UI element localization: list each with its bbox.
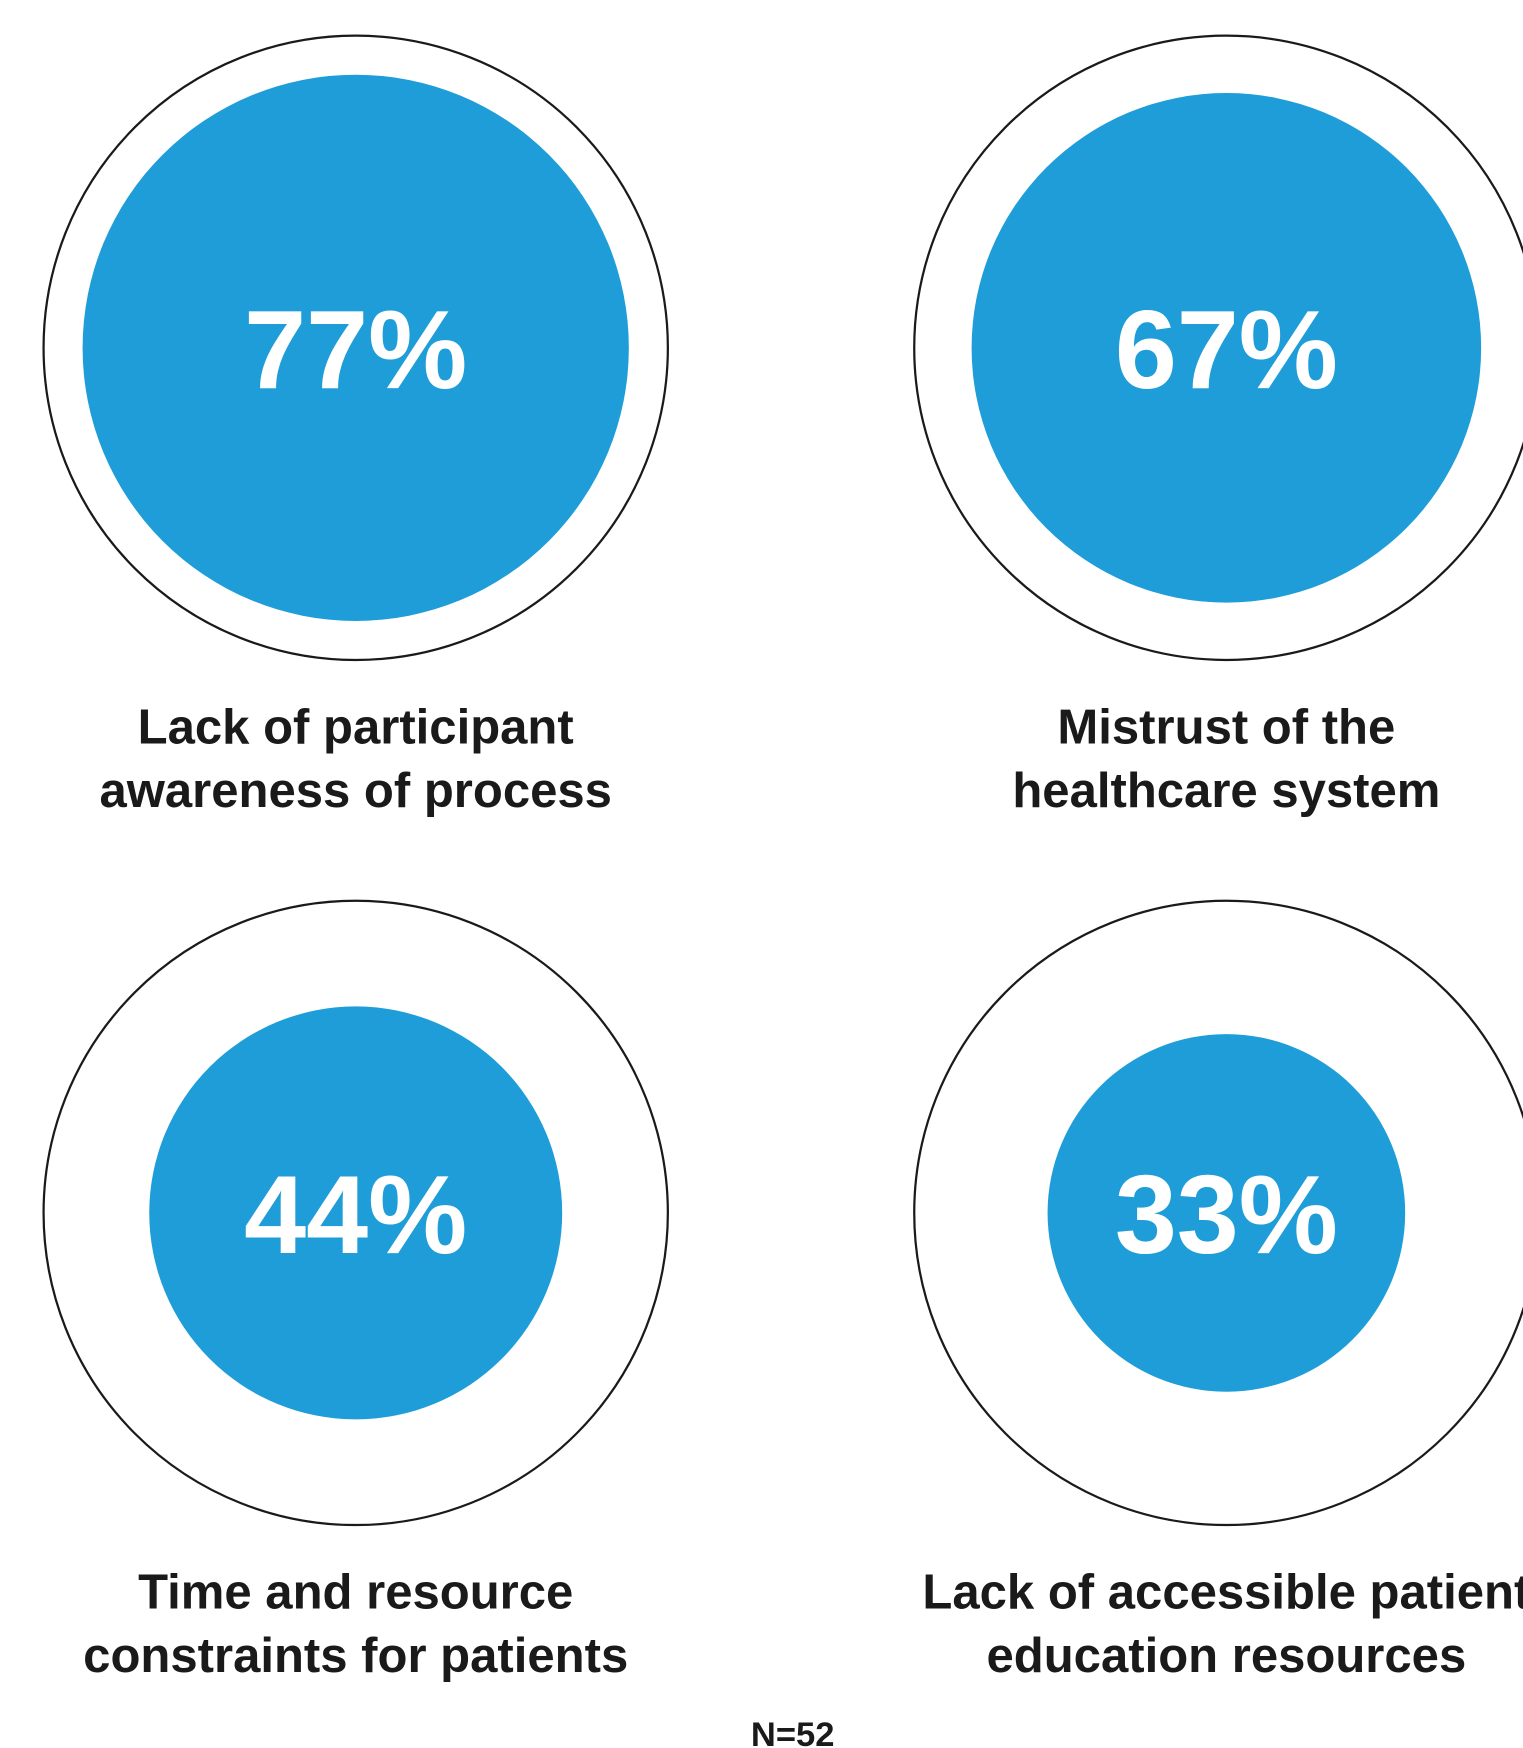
category-label: Time and resource (138, 1566, 573, 1620)
category-label: awareness of process (99, 764, 612, 818)
outer-ring (913, 899, 1523, 1527)
category-label: Mistrust of the (1057, 701, 1395, 755)
outer-ring (913, 34, 1523, 661)
value-label: 33% (1115, 1152, 1338, 1277)
category-label: healthcare system (1012, 764, 1440, 818)
outer-ring (42, 899, 669, 1527)
category-label: education resources (986, 1629, 1466, 1683)
category-label: Lack of participant (138, 701, 574, 755)
value-label: 67% (1115, 287, 1338, 412)
outer-ring (42, 34, 669, 662)
sample-size-note: N=52 (751, 1716, 835, 1748)
value-circle (149, 1006, 563, 1420)
category-label: Lack of accessible patient (922, 1566, 1523, 1620)
value-label: 77% (244, 287, 467, 412)
category-label: constraints for patients (83, 1629, 628, 1683)
value-circle (82, 74, 629, 621)
value-circle (1047, 1034, 1406, 1392)
value-label: 44% (244, 1152, 467, 1277)
value-circle (971, 93, 1482, 603)
